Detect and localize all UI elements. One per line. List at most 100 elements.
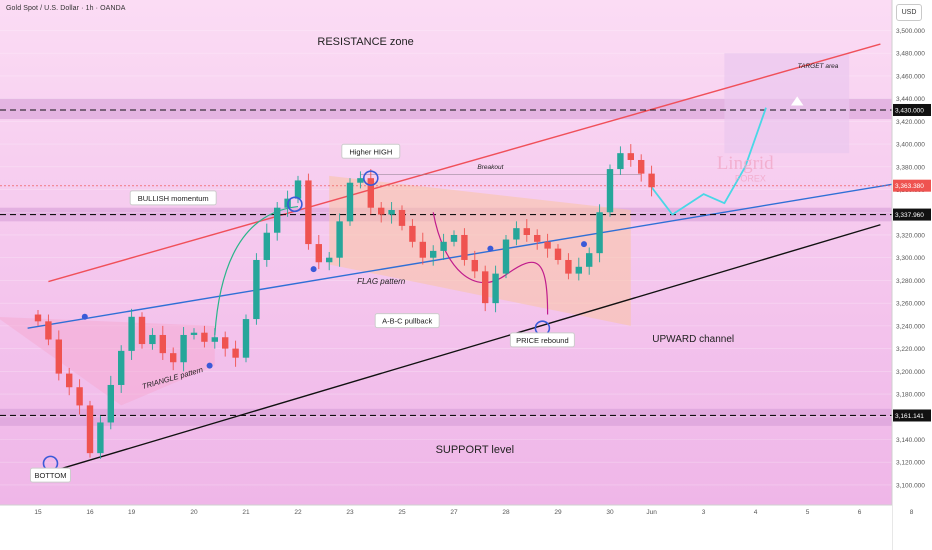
channel-top (48, 43, 881, 283)
candle (523, 228, 530, 235)
trend-line (27, 176, 932, 329)
price-axis[interactable]: 3,500.000 3,480.000 3,460.000 3,440.000 3,42… (891, 0, 932, 550)
candle (648, 173, 655, 188)
price-tag (893, 208, 931, 221)
label-bottom: BOTTOM (35, 471, 67, 480)
candle (586, 253, 593, 267)
label-box (129, 190, 217, 206)
marker-dot (487, 245, 494, 252)
y-tick-label: 3,120.000 (896, 460, 925, 467)
candle (554, 248, 562, 260)
y-tick-label: 3,260.000 (896, 301, 925, 308)
candle (294, 180, 302, 199)
label-price-rebound: PRICE rebound (516, 336, 569, 345)
trendlines (0, 43, 932, 474)
label-breakout: Breakout (477, 164, 504, 171)
x-tick-label: 16 (86, 509, 94, 516)
x-tick-label: 25 (398, 509, 406, 516)
candle (170, 353, 177, 363)
channel-bottom (48, 224, 881, 474)
y-tick-label: 3,500.000 (896, 28, 925, 35)
candle (596, 212, 603, 254)
candle (159, 334, 166, 354)
y-tick-label: 3,200.000 (896, 369, 925, 376)
x-tick-label: 28 (502, 509, 510, 516)
candle (544, 241, 551, 249)
marker-dot (310, 266, 317, 273)
candle (471, 259, 478, 272)
x-tick-label: 30 (606, 509, 614, 516)
candle (565, 259, 572, 274)
candle (180, 334, 187, 363)
candle (492, 273, 499, 304)
y-tick-label: 3,420.000 (896, 119, 925, 126)
candle (128, 316, 135, 351)
currency-badge[interactable]: USD (896, 4, 922, 21)
candle (315, 244, 322, 263)
label-watermark-brand: Lingrid (717, 153, 774, 174)
time-axis-bg (0, 505, 892, 550)
candle (326, 257, 333, 263)
candle (253, 259, 260, 320)
label-support-level: SUPPORT level (436, 444, 514, 456)
candle (450, 234, 458, 242)
label-target-area: TARGET area (798, 63, 839, 70)
x-tick-label: 19 (128, 509, 136, 516)
candle (419, 241, 426, 258)
x-tick-label: 21 (242, 509, 250, 516)
x-tick-label: 23 (346, 509, 354, 516)
candle (242, 319, 250, 358)
label-bullish-momentum: BULLISH momentum (138, 194, 209, 203)
time-axis[interactable]: 15 16 19 20 21 22 23 25 27 28 29 30 Jun 3 4 5 6 8 (0, 504, 914, 550)
candle (118, 350, 125, 385)
price-tag (893, 409, 931, 422)
candle (107, 384, 114, 423)
price-tag (893, 179, 931, 192)
candle (440, 241, 447, 251)
label-higher-high: Higher HIGH (349, 147, 392, 156)
annotations: RESISTANCE zone SUPPORT level TARGET area H… (29, 36, 839, 483)
zone-support (0, 408, 892, 426)
candle (482, 271, 489, 304)
x-tick-label: 5 (806, 509, 810, 516)
candle (232, 348, 239, 358)
y-tick-label: 3,320.000 (896, 232, 925, 239)
x-tick-label: 8 (910, 509, 914, 516)
candle (534, 234, 541, 242)
highlight-circle (287, 196, 303, 213)
x-tick-label: 6 (858, 509, 862, 516)
y-tick-label: 3,400.000 (896, 142, 925, 149)
candle (86, 405, 94, 454)
candle (367, 178, 374, 208)
candle (305, 180, 312, 245)
label-upward-channel: UPWARD channel (652, 334, 734, 345)
price-tag-label: 3,363.380 (895, 183, 924, 190)
candle (211, 337, 218, 342)
label-box (341, 143, 401, 159)
candle (55, 339, 62, 374)
highlight-circle (362, 170, 379, 186)
candle (461, 234, 468, 260)
y-tick-label: 3,460.000 (896, 73, 925, 80)
y-tick-label: 3,480.000 (896, 51, 925, 58)
price-tag-label: 3,430.000 (895, 107, 924, 114)
price-tag-label: 3,337.960 (895, 212, 924, 219)
y-tick-label: 3,280.000 (896, 278, 925, 285)
candle (627, 153, 634, 160)
label-flag-pattern: FLAG pattern (357, 277, 406, 286)
y-tick-label: 3,140.000 (896, 437, 925, 444)
bullish-momentum-arrow (214, 205, 299, 336)
y-tick-label: 3,220.000 (896, 346, 925, 353)
price-tag (893, 103, 931, 116)
label-box (509, 332, 575, 348)
y-tick-label: 3,180.000 (896, 392, 925, 399)
y-tick-label: 3,240.000 (896, 323, 925, 330)
candle (336, 221, 343, 258)
x-tick-label: 27 (450, 509, 458, 516)
label-watermark-sub: FOREX (735, 174, 766, 184)
marker-dot (206, 362, 213, 369)
candle (263, 232, 270, 260)
label-abc-pullback: A-B-C pullback (382, 317, 432, 326)
